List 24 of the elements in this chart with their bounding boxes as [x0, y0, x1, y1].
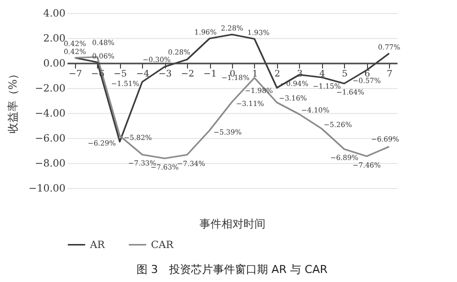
y-tick-label: −2.00 [34, 84, 66, 94]
y-tick-label: −10.00 [28, 184, 66, 194]
x-tick-label: 7 [386, 70, 393, 80]
x-tick-label: −5 [114, 70, 128, 80]
y-tick-label: 4.00 [43, 8, 66, 20]
y-axis-title: 收益率（%） [6, 68, 20, 134]
x-tick-label: 5 [342, 70, 348, 80]
x-tick-label: −2 [180, 70, 194, 80]
y-tick-label: −8.00 [34, 158, 66, 170]
x-tick-label: −7 [68, 70, 82, 80]
y-tick-label: −6.00 [34, 134, 66, 144]
x-tick-label: −3 [158, 70, 172, 80]
legend-label: CAR [151, 240, 174, 251]
x-tick-label: 1 [252, 70, 258, 80]
legend-label: AR [89, 240, 106, 251]
y-tick-label: 2.00 [43, 34, 66, 44]
y-tick-label: −4.00 [34, 108, 66, 120]
x-axis-title: 事件相对时间 [200, 218, 266, 230]
x-tick-label: 4 [319, 70, 326, 80]
x-tick-label: −4 [136, 70, 150, 80]
x-tick-label: −1 [203, 70, 217, 80]
x-tick-label: 2 [274, 70, 280, 80]
text: 图 3 投资芯片事件窗口期 AR 与 CAR [136, 263, 328, 276]
y-tick-label: 0.00 [43, 58, 66, 70]
